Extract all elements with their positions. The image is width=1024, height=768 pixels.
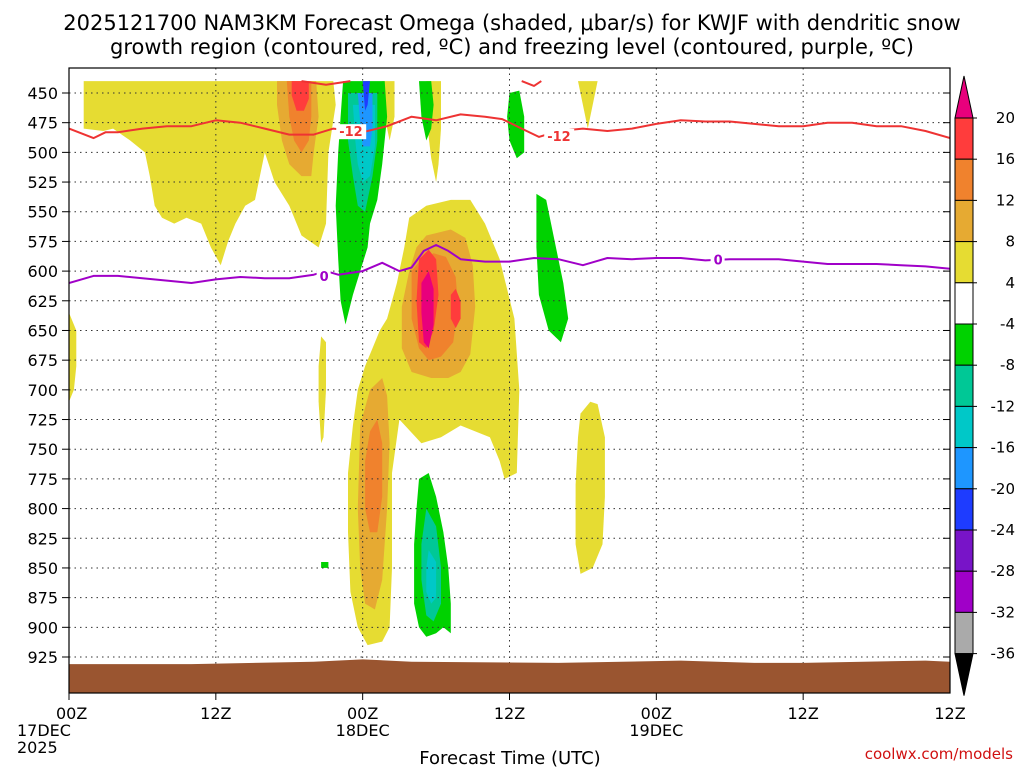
y-tick-label-825: 825 [27, 529, 58, 548]
y-tick-label-650: 650 [27, 321, 58, 340]
colorbar-bin-10 [954, 488, 974, 531]
colorbar-label-13: -36 [991, 645, 1016, 663]
colorbar-label-5: -4 [1000, 315, 1015, 333]
colorbar-label-10: -24 [991, 521, 1016, 539]
colorbar-bin-14 [954, 653, 974, 696]
omega-region-neg4-21 [536, 193, 569, 343]
colorbar-bin-11 [954, 529, 974, 572]
freezing-level-label-bg-0 [316, 269, 331, 285]
colorbar-label-12: -32 [991, 603, 1016, 621]
y-tick-label-625: 625 [27, 292, 58, 311]
y-tick-label-575: 575 [27, 232, 58, 251]
x-tick-label-36-0: 12Z [934, 704, 965, 723]
terrain-surface [69, 659, 950, 693]
colorbar-label-2: 12 [996, 191, 1015, 209]
colorbar-bin-5 [954, 282, 974, 325]
colorbar-bin-13 [954, 611, 974, 655]
freezing-level-label-1: 0 [714, 253, 723, 268]
y-tick-label-850: 850 [27, 559, 58, 578]
y-tick-label-450: 450 [27, 84, 58, 103]
omega-region-pos20-17 [421, 271, 434, 349]
y-tick-label-925: 925 [27, 648, 58, 667]
colorbar-bin-9 [954, 447, 974, 490]
y-tick-label-675: 675 [27, 351, 58, 370]
colorbar-label-6: -8 [1000, 356, 1015, 374]
y-tick-label-700: 700 [27, 381, 58, 400]
isotherm-minus12-top-a [301, 80, 351, 86]
x-tick-label-6-0: 12Z [200, 704, 231, 723]
colorbar-bin-12 [954, 570, 974, 613]
y-tick-label-875: 875 [27, 589, 58, 608]
colorbar-label-4: 4 [1005, 274, 1015, 292]
colorbar: 20 16 12 8 4 -4 -8 -12 -16 -20 -24 -28 -32 -36 [954, 75, 1016, 696]
colorbar-label-9: -20 [991, 480, 1016, 498]
colorbar-bin-4 [954, 241, 974, 284]
colorbar-bin-2 [954, 158, 974, 201]
freezing-level-label-0: 0 [320, 270, 329, 285]
colorbar-bin-3 [954, 199, 974, 243]
omega-region-neg4-19 [419, 81, 434, 141]
colorbar-label-11: -28 [991, 562, 1016, 580]
x-tick-label-30-0: 12Z [788, 704, 819, 723]
isotherm-minus12 [69, 113, 950, 140]
omega-region-neg4-23 [321, 562, 329, 568]
y-tick-label-725: 725 [27, 411, 58, 430]
y-tick-label-750: 750 [27, 440, 58, 459]
colorbar-bin-7 [954, 364, 974, 407]
x-tick-label-0-0: 00Z [56, 704, 87, 723]
y-tick-label-475: 475 [27, 114, 58, 133]
omega-region-neg20-29 [362, 81, 370, 111]
omega-region-pos12-13 [365, 419, 383, 533]
x-tick-label-12-1: 18DEC [336, 721, 390, 740]
colorbar-label-3: 8 [1005, 233, 1015, 251]
y-tick-label-600: 600 [27, 262, 58, 281]
y-tick-label-900: 900 [27, 618, 58, 637]
title-line-2: growth region (contoured, red, ºC) and f… [110, 35, 914, 59]
y-tick-label-525: 525 [27, 173, 58, 192]
omega-region-pos4-1 [69, 312, 77, 402]
isotherm-minus12-label-1: -12 [547, 130, 571, 145]
y-tick-label-500: 500 [27, 143, 58, 162]
omega-region-neg4-20 [507, 90, 525, 159]
temperature-contours: -12 -12 0 0 [69, 80, 950, 285]
colorbar-label-8: -16 [991, 439, 1016, 457]
x-tick-label-18-0: 12Z [494, 704, 525, 723]
y-axis: 450 475 500 525 550 575 600 625 650 675 700 725 750 7… [27, 84, 950, 667]
omega-region-pos16-14 [291, 81, 309, 111]
x-tick-label-0-2: 2025 [17, 738, 58, 757]
isotherm-minus12-top-b [521, 80, 542, 87]
x-tick-label-24-1: 19DEC [629, 721, 683, 740]
isotherm-minus12-label-0: -12 [339, 125, 363, 140]
colorbar-bin-1 [954, 117, 974, 160]
omega-region-pos4-0 [83, 81, 336, 266]
colorbar-bin-6 [954, 323, 974, 366]
colorbar-label-1: 16 [996, 150, 1015, 168]
freezing-level [69, 244, 950, 284]
freezing-level-label-bg-1 [710, 252, 725, 268]
omega-region-neg12-27 [426, 550, 437, 604]
colorbar-label-7: -12 [991, 397, 1016, 415]
y-tick-label-800: 800 [27, 500, 58, 519]
x-tick-label-0-1: 17DEC [17, 721, 71, 740]
omega-region-pos4-6 [575, 401, 605, 574]
y-tick-label-775: 775 [27, 470, 58, 489]
colorbar-label-0: 20 [996, 109, 1015, 127]
x-tick-label-12-0: 00Z [347, 704, 378, 723]
y-tick-label-550: 550 [27, 203, 58, 222]
omega-region-pos4-5 [348, 199, 520, 646]
colorbar-bin-8 [954, 405, 974, 449]
credit-text: coolwx.com/models [865, 745, 1013, 763]
omega-region-pos16-16 [450, 288, 461, 329]
x-tick-label-24-0: 00Z [641, 704, 672, 723]
title-line-1: 2025121700 NAM3KM Forecast Omega (shaded… [63, 11, 960, 35]
isotherm-minus12-label-bg-0 [336, 124, 367, 140]
terrain [69, 659, 950, 693]
isotherm-minus12-label-bg-1 [544, 128, 575, 144]
x-axis-label: Forecast Time (UTC) [419, 748, 600, 768]
